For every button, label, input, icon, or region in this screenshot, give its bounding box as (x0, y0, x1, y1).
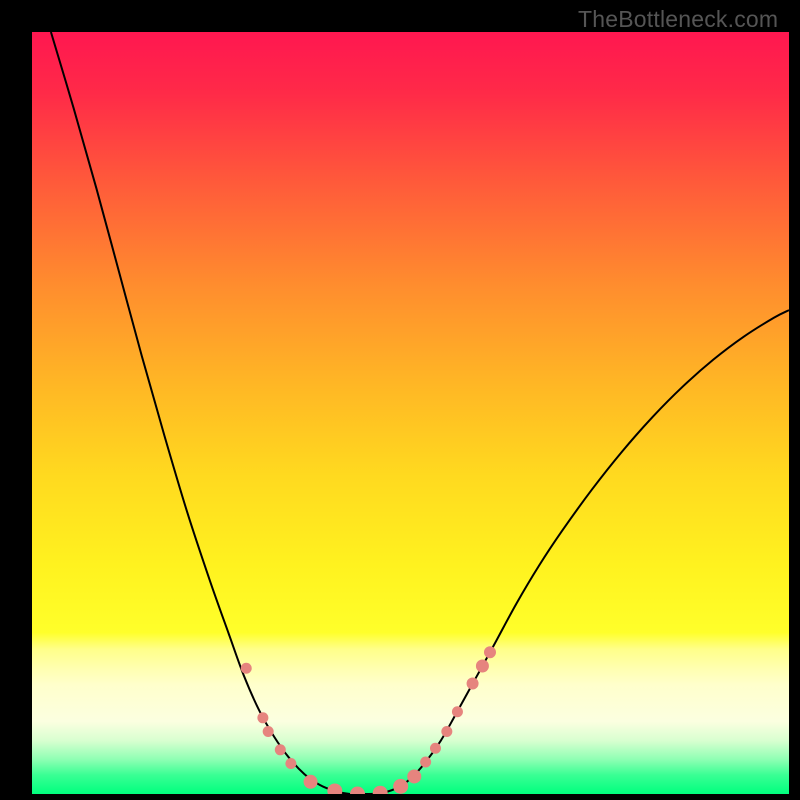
data-marker (484, 646, 496, 658)
watermark-text: TheBottleneck.com (578, 6, 778, 33)
data-marker (275, 744, 286, 755)
data-marker (441, 726, 452, 737)
data-marker (430, 743, 441, 754)
data-marker (263, 726, 274, 737)
gradient-background (32, 32, 789, 794)
data-marker (257, 712, 268, 723)
data-marker (393, 779, 408, 794)
data-marker (407, 769, 421, 783)
data-marker (467, 678, 479, 690)
data-marker (420, 756, 431, 767)
data-marker (452, 706, 463, 717)
plot-area (32, 32, 789, 794)
data-marker (476, 659, 489, 672)
data-marker (285, 758, 296, 769)
data-marker (241, 663, 252, 674)
chart-svg (32, 32, 789, 794)
data-marker (304, 775, 318, 789)
